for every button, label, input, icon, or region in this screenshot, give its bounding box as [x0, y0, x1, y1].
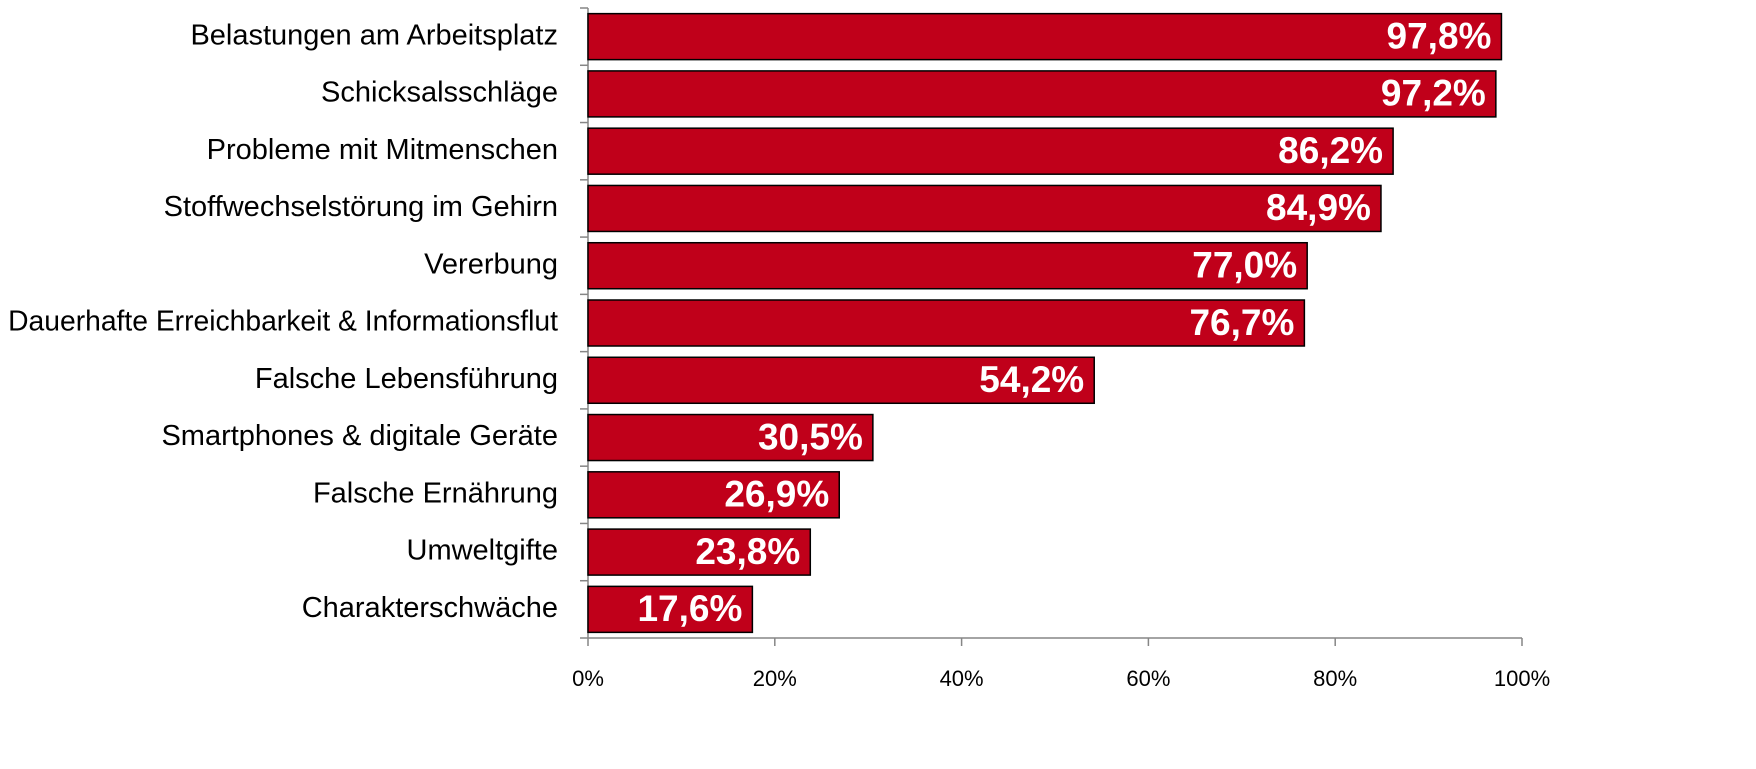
bar: [587, 127, 1394, 175]
bar: [587, 184, 1382, 233]
x-tick-label: 60%: [1126, 666, 1170, 691]
bar: [587, 585, 754, 634]
category-label: Stoffwechselstörung im Gehirn: [164, 191, 558, 223]
category-label: Smartphones & digitale Geräte: [161, 420, 558, 452]
category-label: Schicksalsschläge: [321, 77, 558, 109]
bar: [587, 241, 1308, 290]
value-label: 77,0%: [1192, 245, 1297, 286]
bar: [587, 471, 840, 519]
value-label: 97,8%: [1387, 15, 1492, 56]
category-label: Probleme mit Mitmenschen: [207, 134, 558, 166]
category-label: Falsche Lebensführung: [255, 363, 558, 395]
value-label: 86,2%: [1278, 130, 1383, 171]
x-tick-label: 100%: [1494, 666, 1550, 691]
bar: [587, 70, 1497, 118]
x-tick-label: 80%: [1313, 666, 1357, 691]
value-label: 54,2%: [979, 359, 1084, 400]
bar: [587, 356, 1095, 405]
category-label: Charakterschwäche: [302, 592, 558, 624]
value-label: 76,7%: [1189, 302, 1294, 343]
x-tick-label: 40%: [940, 666, 984, 691]
value-label: 30,5%: [758, 416, 863, 457]
category-label: Belastungen am Arbeitsplatz: [190, 19, 558, 51]
bar: [587, 12, 1503, 61]
category-label: Vererbung: [424, 248, 558, 280]
x-tick-label: 0%: [572, 666, 604, 691]
bar: [587, 299, 1306, 347]
value-label: 23,8%: [695, 531, 800, 572]
bar: [587, 528, 812, 576]
x-tick-label: 20%: [753, 666, 797, 691]
value-label: 84,9%: [1266, 187, 1371, 228]
category-label: Falsche Ernährung: [313, 477, 558, 509]
category-label: Umweltgifte: [407, 535, 559, 567]
value-label: 97,2%: [1381, 73, 1486, 114]
value-label: 17,6%: [637, 588, 742, 629]
category-label: Dauerhafte Erreichbarkeit & Informations…: [8, 304, 558, 336]
value-label: 26,9%: [724, 474, 829, 515]
bar: [587, 413, 874, 462]
